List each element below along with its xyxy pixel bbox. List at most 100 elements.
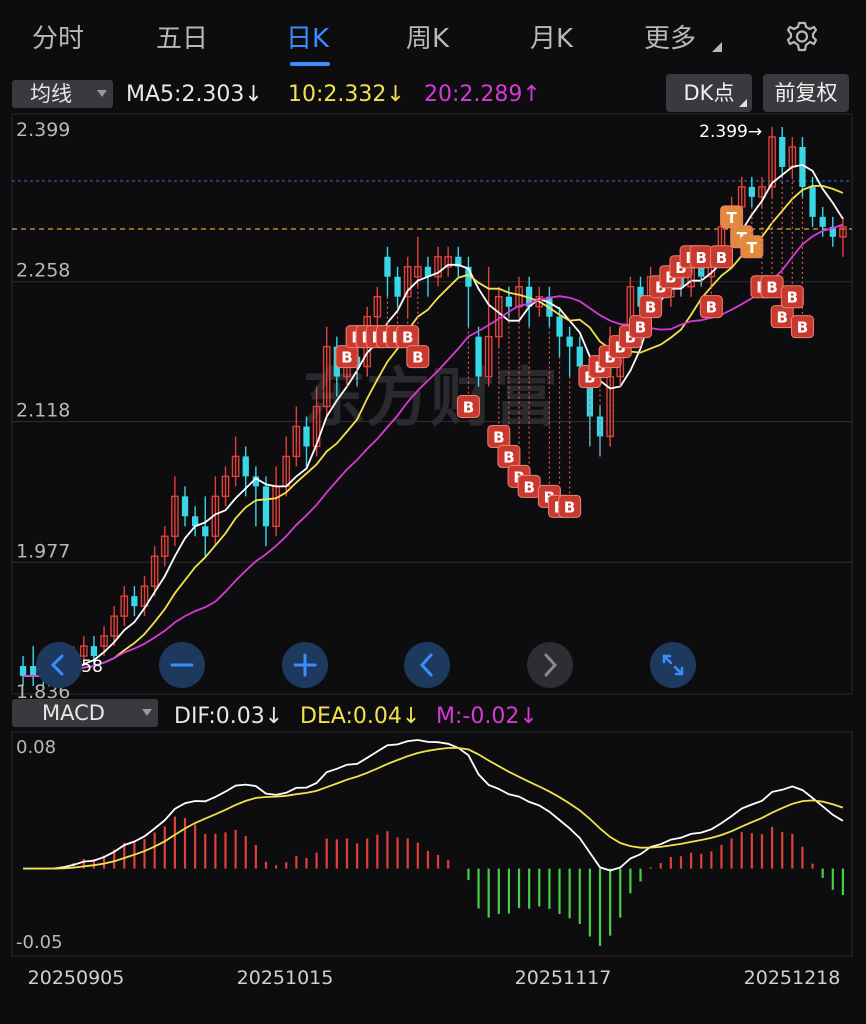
date-axis-bg: [0, 958, 866, 1024]
price-tick-label: 2.399: [16, 119, 70, 141]
candle-body: [526, 286, 533, 307]
signal-letter: B: [797, 319, 808, 337]
dea-line: [23, 747, 844, 870]
tab-monthly-k[interactable]: 月K: [530, 24, 574, 54]
date-tick-label: 20250905: [28, 967, 125, 989]
candle-body: [748, 186, 755, 197]
m-value: M:-0.02↓: [436, 704, 538, 729]
ma20-label: 20:2.289: [424, 82, 523, 107]
signal-letter: B: [594, 359, 605, 377]
price-tick-label: 1.977: [16, 540, 70, 562]
left-arrow-icon: [419, 653, 433, 677]
pan-right-button[interactable]: [527, 642, 573, 688]
candle-body: [413, 266, 422, 278]
macd-tick-top: 0.08: [16, 737, 56, 758]
candle-body: [779, 136, 786, 167]
candle-body: [819, 216, 826, 227]
candle-body: [90, 646, 98, 657]
dif-value: DIF:0.03↓: [174, 704, 283, 729]
candle-body: [586, 386, 594, 417]
signal-letter: B: [787, 289, 798, 307]
candle-body: [140, 585, 149, 607]
candle-body: [384, 256, 391, 277]
candle-body: [303, 426, 310, 447]
buy-signal-marker: [790, 315, 814, 339]
more-caret-icon: [712, 42, 722, 52]
date-tick-label: 20251218: [744, 967, 841, 989]
signal-letter: B: [463, 399, 474, 417]
tab-daily-k[interactable]: 日K: [286, 24, 330, 54]
candle-body: [120, 595, 129, 617]
date-tick-label: 20251117: [515, 967, 612, 989]
candle-body: [484, 335, 493, 378]
signal-letter: B: [635, 319, 646, 337]
signal-letter: B: [341, 349, 352, 367]
candle-body: [394, 276, 401, 297]
candle-body: [596, 416, 604, 437]
candle-body: [768, 136, 776, 188]
macd-select[interactable]: MACD: [12, 699, 158, 727]
candle-body: [444, 256, 453, 268]
m-label: M:-0.02: [436, 704, 520, 729]
signal-letter: B: [665, 269, 676, 287]
ma10-arrow: ↓: [386, 82, 405, 107]
dif-label: DIF:0.03: [174, 704, 265, 729]
zoom-out-button[interactable]: [159, 642, 205, 688]
candle-body: [160, 535, 169, 557]
signal-letter: B: [564, 498, 575, 516]
candle-body: [131, 596, 138, 607]
ma10-value: 10:2.332↓: [288, 82, 405, 107]
candle-body: [181, 496, 189, 517]
candle-body: [150, 555, 159, 587]
dif-line: [23, 739, 844, 872]
corner-triangle-icon: [739, 91, 747, 107]
ma20-value: 20:2.289↑: [424, 82, 541, 107]
fullscreen-button[interactable]: [650, 642, 696, 688]
scroll-start-button[interactable]: [36, 642, 82, 688]
ma20-line: [23, 223, 844, 677]
buy-signal-marker: [456, 395, 480, 419]
tab-intraday[interactable]: 分时: [32, 24, 85, 54]
candle-body: [191, 516, 199, 527]
ma5-label: MA5:2.303: [126, 82, 245, 107]
signal-letter: B: [716, 249, 727, 267]
indicator-select-label: 均线: [30, 82, 72, 106]
signal-letter: B: [625, 329, 636, 347]
right-arrow-icon: [544, 653, 558, 677]
zoom-in-button[interactable]: [282, 642, 328, 688]
ma5-arrow: ↓: [244, 82, 263, 107]
tab-more[interactable]: 更多: [644, 24, 697, 54]
dk-point-button[interactable]: DK点: [666, 74, 752, 112]
adjust-button[interactable]: 前复权: [763, 74, 849, 112]
price-tick-label: 2.118: [16, 400, 70, 422]
candle-body: [566, 336, 573, 347]
pan-left-button[interactable]: [404, 642, 450, 688]
tab-five-day[interactable]: 五日: [156, 24, 209, 54]
signal-letter: T: [726, 209, 737, 227]
candle-body: [19, 666, 27, 677]
ma-legend-row: 均线 MA5:2.303↓ 10:2.332↓ 20:2.289↑: [0, 76, 866, 114]
candle-body: [322, 345, 331, 408]
candle-body: [202, 526, 209, 537]
candle-body: [79, 645, 88, 657]
fullscreen-icon: [662, 654, 684, 676]
macd-tick-bottom: -0.05: [16, 932, 63, 953]
zoom-out-icon: [170, 663, 194, 667]
candle-body: [262, 486, 270, 527]
signal-letter: T: [747, 239, 758, 257]
candle-body: [465, 266, 472, 287]
candle-body: [809, 186, 816, 217]
gear-icon[interactable]: [785, 20, 819, 54]
dea-label: DEA:0.04: [300, 704, 402, 729]
macd-frame: [11, 731, 853, 957]
candle-body: [799, 146, 806, 187]
indicator-select[interactable]: 均线: [12, 80, 113, 108]
buy-signal-marker: [558, 494, 582, 518]
candle-body: [556, 316, 563, 337]
dea-arrow: ↓: [401, 704, 421, 729]
tab-weekly-k[interactable]: 周K: [406, 24, 450, 54]
signal-letter: B: [766, 279, 777, 297]
candle-body: [505, 296, 513, 307]
dif-arrow: ↓: [264, 704, 284, 729]
